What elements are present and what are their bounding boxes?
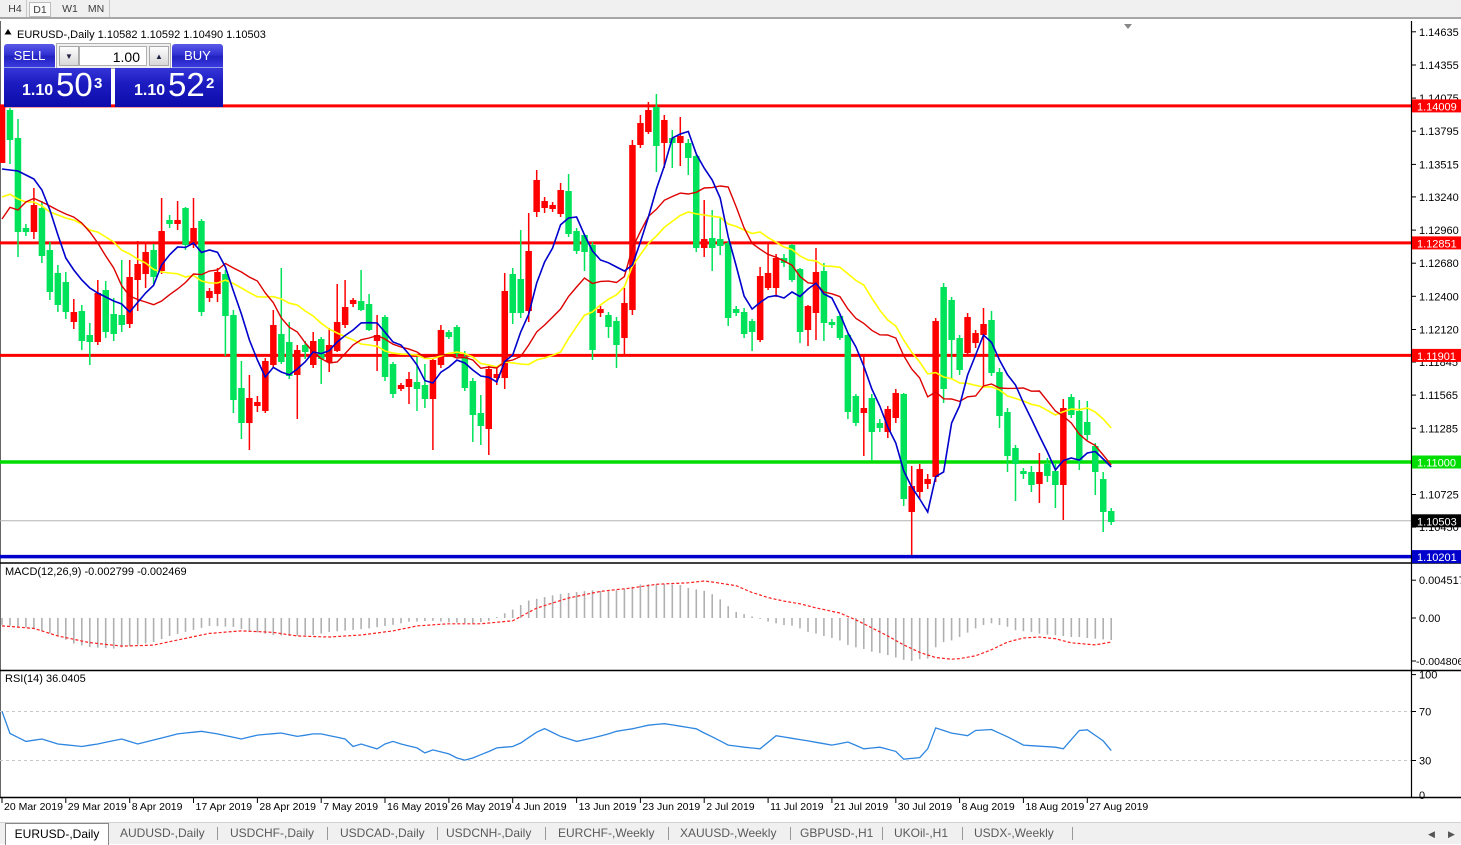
svg-text:1.11000: 1.11000 [1417,458,1456,470]
svg-text:27 Aug 2019: 27 Aug 2019 [1089,801,1148,813]
svg-text:-0.004806: -0.004806 [1416,656,1461,668]
svg-text:EURUSD-,Daily 1.10582 1.1059: EURUSD-,Daily 1.10582 1.10592 1.10490 1.… [17,29,266,41]
svg-text:30: 30 [1419,756,1431,768]
svg-text:0: 0 [1419,790,1425,802]
svg-text:1.14009: 1.14009 [1417,101,1457,113]
svg-text:1.14355: 1.14355 [1419,60,1459,72]
svg-text:23 Jun 2019: 23 Jun 2019 [642,801,700,813]
svg-text:2 Jul 2019: 2 Jul 2019 [706,801,755,813]
svg-text:1.13515: 1.13515 [1419,159,1459,171]
svg-text:26 May 2019: 26 May 2019 [451,801,512,813]
svg-text:1.10503: 1.10503 [1417,516,1457,528]
svg-text:0.00: 0.00 [1419,613,1440,625]
svg-text:13 Jun 2019: 13 Jun 2019 [579,801,637,813]
svg-text:1.13795: 1.13795 [1419,126,1459,138]
svg-text:1.12960: 1.12960 [1419,225,1459,237]
svg-text:4 Jun 2019: 4 Jun 2019 [515,801,567,813]
svg-text:8 Aug 2019: 8 Aug 2019 [962,801,1015,813]
svg-text:16 May 2019: 16 May 2019 [387,801,448,813]
svg-text:11 Jul 2019: 11 Jul 2019 [770,801,824,813]
svg-text:100: 100 [1419,670,1437,682]
svg-text:30 Jul 2019: 30 Jul 2019 [898,801,952,813]
svg-text:7 May 2019: 7 May 2019 [323,801,378,813]
svg-text:1.12120: 1.12120 [1419,325,1459,337]
svg-text:21 Jul 2019: 21 Jul 2019 [834,801,888,813]
svg-text:1.14635: 1.14635 [1419,27,1459,39]
svg-text:1.13240: 1.13240 [1419,192,1459,204]
svg-text:29 Mar 2019: 29 Mar 2019 [68,801,127,813]
svg-text:1.12680: 1.12680 [1419,258,1459,270]
svg-text:1.12851: 1.12851 [1417,238,1457,250]
svg-text:1.10725: 1.10725 [1419,490,1459,502]
svg-text:1.10201: 1.10201 [1417,552,1457,564]
svg-text:0.004517: 0.004517 [1419,575,1461,587]
svg-text:20 Mar 2019: 20 Mar 2019 [4,801,63,813]
svg-text:MACD(12,26,9) -0.002799 -0.002: MACD(12,26,9) -0.002799 -0.002469 [5,566,187,578]
svg-text:8 Apr 2019: 8 Apr 2019 [132,801,183,813]
svg-text:18 Aug 2019: 18 Aug 2019 [1025,801,1084,813]
svg-text:1.11285: 1.11285 [1419,423,1458,435]
svg-text:28 Apr 2019: 28 Apr 2019 [259,801,316,813]
svg-text:17 Apr 2019: 17 Apr 2019 [196,801,253,813]
svg-text:1.12400: 1.12400 [1419,291,1459,303]
svg-text:1.11901: 1.11901 [1417,351,1456,363]
svg-text:RSI(14) 36.0405: RSI(14) 36.0405 [5,673,86,685]
svg-text:70: 70 [1419,707,1431,719]
svg-text:1.11565: 1.11565 [1419,390,1458,402]
